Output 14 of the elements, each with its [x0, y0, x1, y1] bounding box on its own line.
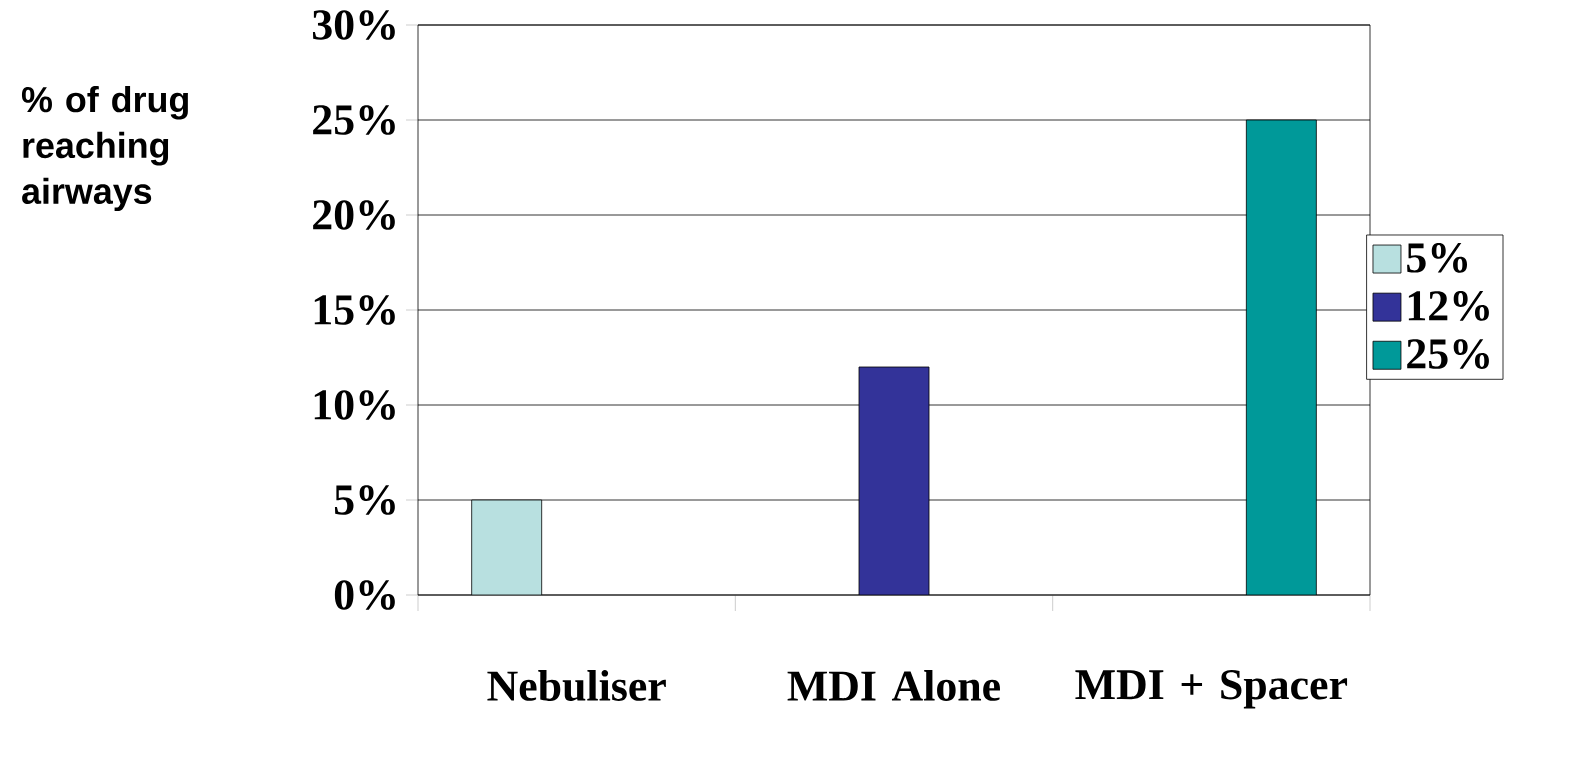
y-tick-label: 10% — [314, 390, 395, 420]
y-axis-title: % of drug reaching airways — [21, 86, 188, 212]
legend-label: 25% — [1407, 339, 1489, 369]
y-tick-label: 25% — [313, 105, 395, 135]
x-tick-label: MDI Alone — [787, 670, 1000, 701]
y-tick-label: 30% — [312, 10, 395, 40]
y-tick-label: 20% — [313, 200, 395, 230]
y-tick-label: 15% — [314, 295, 395, 325]
y-tick-label: 5% — [334, 485, 395, 515]
legend-label: 12% — [1408, 291, 1489, 321]
x-tick-label: MDI + Spacer — [1075, 670, 1348, 709]
x-tick-label: Nebuliser — [487, 670, 666, 701]
legend-label: 5% — [1407, 242, 1467, 273]
y-tick-label: 0% — [334, 580, 395, 610]
